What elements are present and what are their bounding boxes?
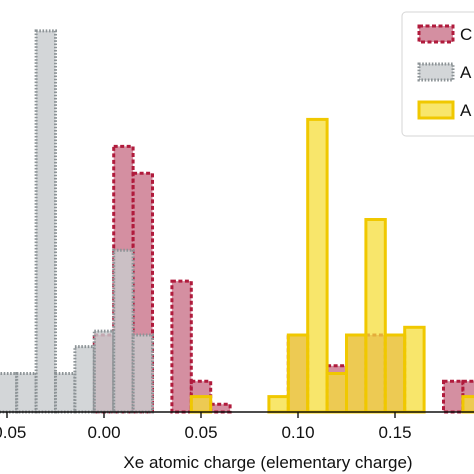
histogram-bar <box>112 248 135 414</box>
histogram-bar <box>209 402 232 414</box>
histogram-bar <box>73 345 96 414</box>
histogram-bar <box>442 379 465 414</box>
legend-swatch <box>417 24 455 44</box>
series-1-bars <box>0 29 155 414</box>
histogram-bar <box>34 29 57 414</box>
legend: CAA <box>401 11 474 137</box>
legend-swatch <box>417 62 455 82</box>
histogram-bar <box>267 395 290 414</box>
histogram-bar <box>15 372 38 414</box>
histogram-bar <box>189 395 213 414</box>
x-tick-label: 0.10 <box>281 423 314 442</box>
histogram-bar <box>286 333 310 414</box>
histogram-bar <box>345 333 368 414</box>
histogram-bar <box>364 218 387 414</box>
series-2-bars <box>189 117 474 414</box>
legend-label: A <box>460 101 472 120</box>
x-axis-ticks: -0.050.000.050.100.150.20 <box>0 412 412 442</box>
x-tick-label: 0.00 <box>87 423 120 442</box>
x-axis-label: Xe atomic charge (elementary charge) <box>123 453 412 472</box>
legend-swatch <box>417 100 455 120</box>
histogram-bar <box>461 395 474 414</box>
histogram-bar <box>54 372 77 414</box>
histogram-bar <box>306 117 329 414</box>
legend-label: C <box>460 25 472 44</box>
histogram-bar <box>170 279 193 414</box>
x-tick-label: 0.15 <box>378 423 411 442</box>
histogram-bar <box>131 333 155 414</box>
histogram-bar <box>92 329 116 414</box>
x-tick-label: 0.05 <box>184 423 217 442</box>
histogram-bar <box>383 333 407 414</box>
histogram-bar <box>403 325 426 414</box>
x-tick-label: -0.05 <box>0 423 26 442</box>
legend-label: A <box>460 63 472 82</box>
histogram-bar <box>0 372 19 414</box>
histogram-bar <box>325 372 349 414</box>
